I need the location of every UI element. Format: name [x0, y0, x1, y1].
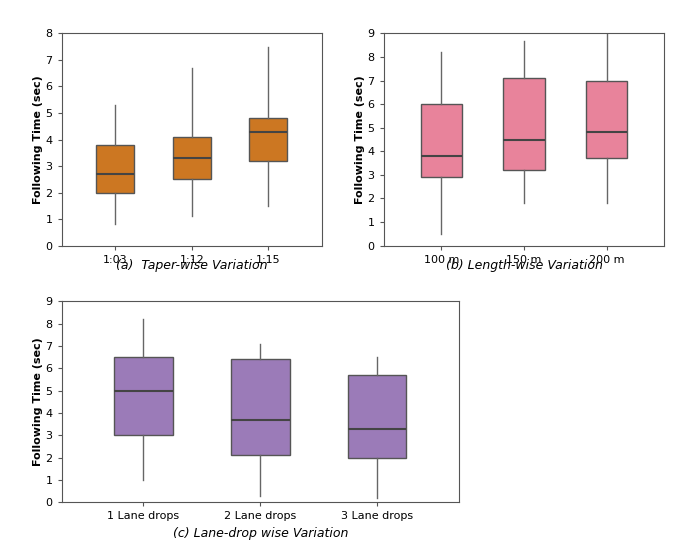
PathPatch shape [348, 375, 406, 458]
PathPatch shape [173, 137, 211, 179]
Text: (a)  Taper-wise Variation: (a) Taper-wise Variation [116, 259, 268, 272]
Y-axis label: Following Time (sec): Following Time (sec) [355, 75, 364, 204]
PathPatch shape [231, 359, 290, 455]
PathPatch shape [114, 357, 173, 435]
Y-axis label: Following Time (sec): Following Time (sec) [33, 75, 42, 204]
PathPatch shape [503, 78, 545, 170]
Y-axis label: Following Time (sec): Following Time (sec) [33, 338, 42, 466]
PathPatch shape [249, 118, 288, 161]
Text: (c) Lane-drop wise Variation: (c) Lane-drop wise Variation [173, 527, 348, 540]
PathPatch shape [96, 145, 134, 193]
PathPatch shape [421, 104, 462, 177]
PathPatch shape [586, 80, 627, 158]
Text: (b) Length-wise Variation: (b) Length-wise Variation [445, 259, 603, 272]
